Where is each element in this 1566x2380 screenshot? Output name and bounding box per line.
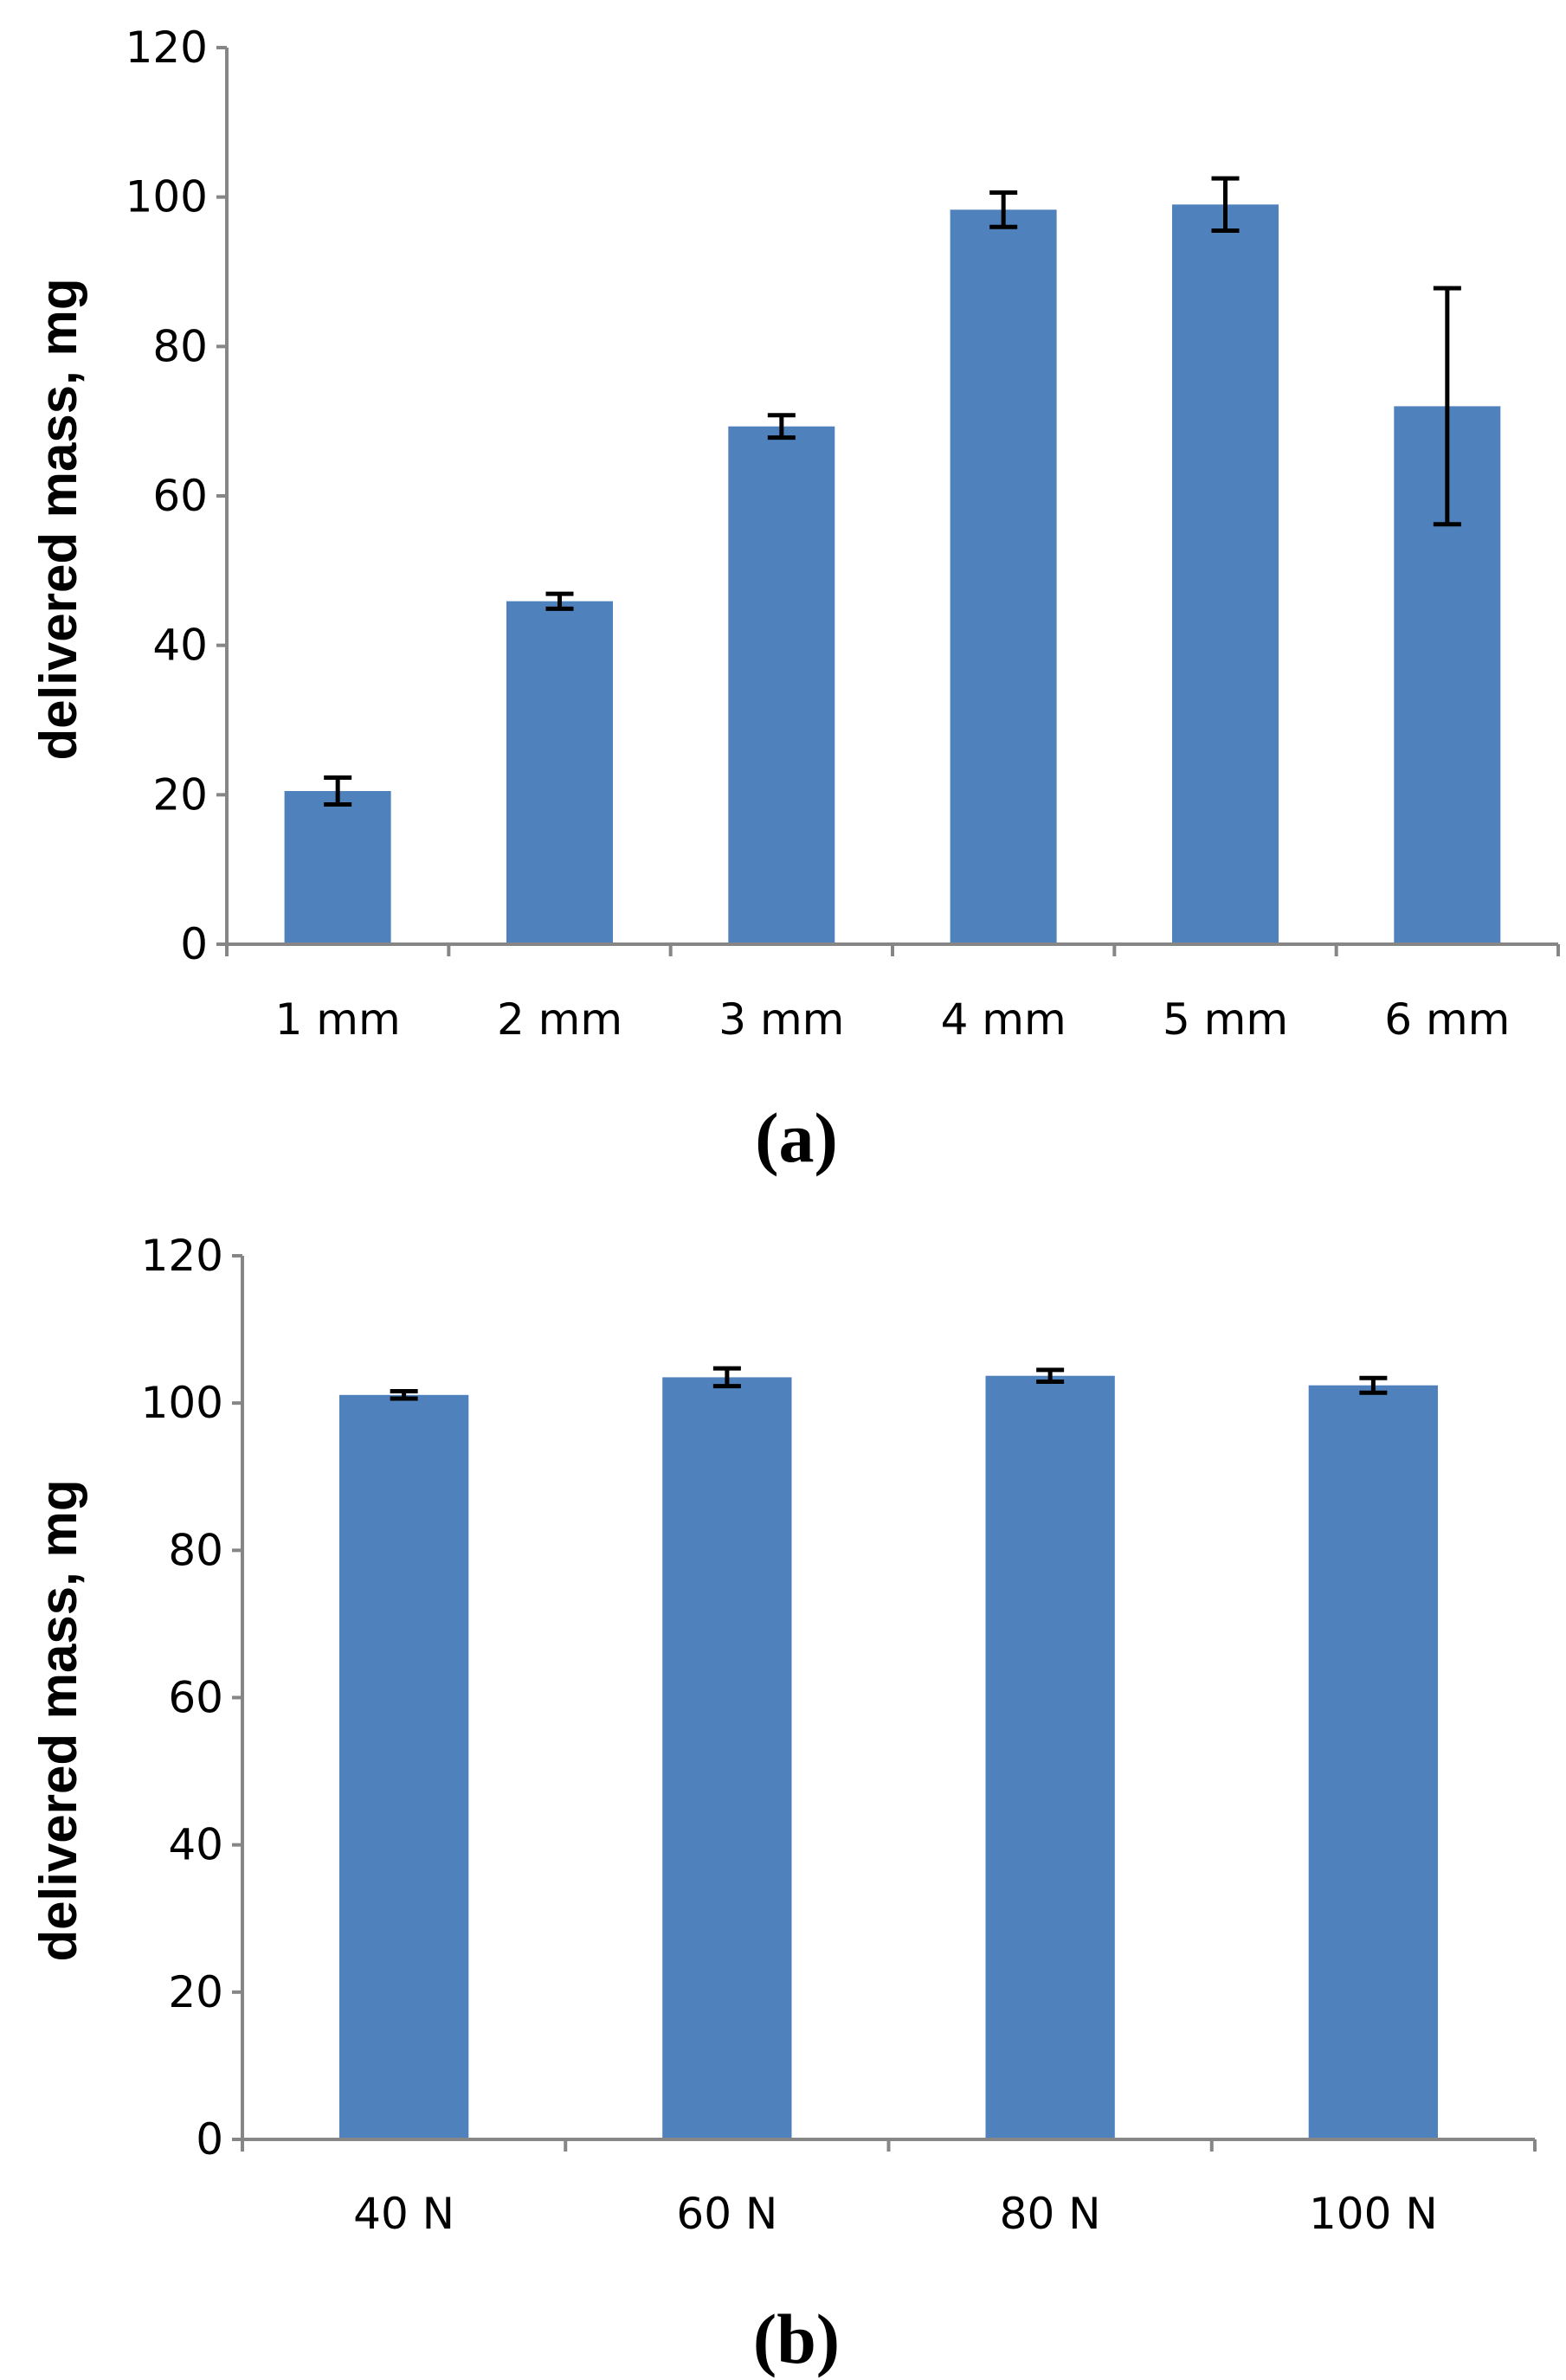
y-tick-label: 0	[196, 2114, 223, 2165]
bar-5-mm	[1172, 204, 1279, 945]
x-category-label: 60 N	[676, 2189, 777, 2239]
x-category-labels: 1 mm 2 mm 3 mm 4 mm 5 mm 6 mm	[275, 994, 1511, 1045]
chart-panel-a: delivered mass, mg 0 20 40 60 80 100 120 1 mm 2…	[29, 23, 1560, 1177]
x-category-labels: 40 N 60 N 80 N 100 N	[353, 2189, 1438, 2239]
axes	[216, 46, 1560, 956]
y-tick-label: 80	[168, 1525, 223, 1575]
y-tick-label: 40	[168, 1820, 223, 1870]
y-tick-label: 120	[141, 1231, 223, 1281]
y-tick-label: 60	[152, 471, 208, 521]
x-category-label: 6 mm	[1384, 994, 1510, 1045]
y-tick-label: 100	[126, 172, 208, 222]
x-category-label: 2 mm	[497, 994, 622, 1045]
chart-panel-b: delivered mass, mg 0 20 40 60 80 100 120 40 N 6…	[29, 1231, 1537, 2378]
y-tick-label: 20	[152, 769, 208, 820]
bar-100-n	[1308, 1385, 1438, 2139]
bar-2-mm	[506, 601, 613, 944]
bar-group	[284, 204, 1501, 945]
y-axis-title: delivered mass, mg	[29, 1480, 87, 1962]
y-tick-label: 60	[168, 1673, 223, 1723]
error-bar-group	[390, 1366, 1388, 1401]
panel-label: (a)	[755, 1098, 838, 1177]
y-tick-label: 0	[180, 919, 208, 969]
bar-group	[339, 1375, 1438, 2139]
bar-1-mm	[284, 791, 391, 944]
y-tick-label: 40	[152, 621, 208, 671]
panel-label: (b)	[753, 2300, 840, 2378]
y-tick-labels: 0 20 40 60 80 100 120	[126, 23, 208, 969]
x-category-label: 3 mm	[719, 994, 844, 1045]
x-category-label: 80 N	[1000, 2189, 1101, 2239]
y-tick-label: 120	[126, 23, 208, 73]
bar-80-n	[985, 1375, 1115, 2139]
y-axis-title: delivered mass, mg	[29, 279, 87, 761]
x-category-label: 100 N	[1309, 2189, 1438, 2239]
y-tick-label: 20	[168, 1967, 223, 2017]
bar-3-mm	[728, 426, 835, 944]
error-bar-group	[324, 176, 1461, 807]
bar-40-n	[339, 1394, 469, 2139]
bar-60-n	[662, 1377, 792, 2139]
y-tick-label: 100	[141, 1378, 223, 1428]
bar-4-mm	[950, 209, 1057, 945]
axes	[232, 1254, 1537, 2152]
x-category-label: 40 N	[353, 2189, 454, 2239]
x-category-label: 5 mm	[1163, 994, 1288, 1045]
x-category-label: 1 mm	[275, 994, 401, 1045]
x-category-label: 4 mm	[941, 994, 1067, 1045]
y-tick-labels: 0 20 40 60 80 100 120	[141, 1231, 223, 2165]
y-tick-label: 80	[152, 321, 208, 371]
